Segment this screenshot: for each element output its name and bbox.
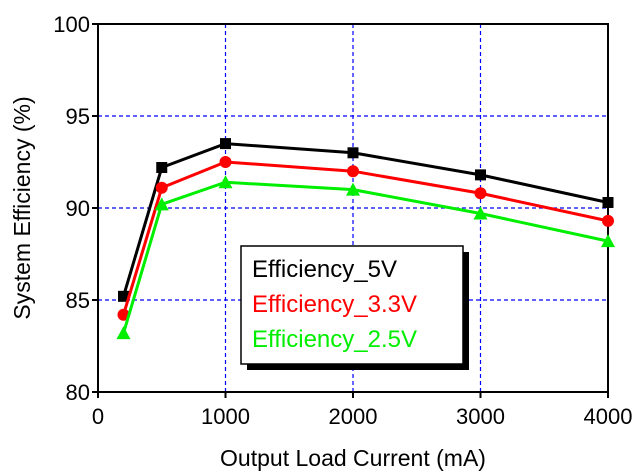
data-point: [347, 147, 359, 159]
data-point: [601, 234, 615, 248]
y-tick-label: 100: [53, 12, 90, 37]
data-point: [156, 162, 168, 174]
data-point: [155, 181, 168, 194]
data-point: [219, 156, 232, 168]
x-axis-label: Output Load Current (mA): [220, 445, 486, 471]
x-tick-label: 0: [92, 404, 104, 429]
x-tick-label: 2000: [329, 404, 378, 429]
series-line: [122, 180, 609, 334]
legend-box: [240, 245, 464, 365]
series-efficiency-3-3v: [117, 156, 614, 321]
data-point: [602, 214, 614, 227]
data-point: [602, 196, 614, 208]
data-point: [117, 308, 130, 321]
series-group: [116, 138, 615, 340]
y-tick-label: 80: [66, 380, 90, 405]
y-tick-label: 90: [66, 196, 90, 221]
data-point: [220, 138, 231, 150]
series-line: [122, 160, 609, 316]
y-tick-label: 95: [66, 104, 90, 129]
legend-entry: Efficiency_2.5V: [252, 326, 417, 353]
data-point: [154, 197, 169, 211]
series-line: [122, 142, 609, 297]
data-point: [218, 175, 233, 189]
y-axis-label: System Efficiency (%): [9, 96, 35, 319]
legend-entry: Efficiency_5V: [252, 256, 397, 283]
data-point: [346, 182, 360, 196]
series-efficiency-5v: [118, 138, 614, 302]
data-point: [118, 290, 129, 302]
legend-entry: Efficiency_3.3V: [252, 291, 417, 318]
data-point: [347, 165, 359, 178]
x-tick-label: 4000: [584, 404, 633, 429]
data-point: [475, 169, 486, 181]
legend: Efficiency_5V Efficiency_3.3V Efficiency_2…: [240, 245, 469, 370]
data-point: [473, 206, 488, 220]
x-tick-label: 3000: [456, 404, 505, 429]
y-tick-label: 85: [66, 288, 90, 313]
x-tick-label: 1000: [201, 404, 250, 429]
x-axis-ticks: 0 1000 2000 3000 4000: [92, 392, 633, 429]
series-efficiency-2-5v: [116, 175, 615, 340]
data-point: [116, 326, 131, 340]
data-point: [474, 187, 487, 200]
y-axis-ticks: 80 85 90 95 100: [53, 12, 98, 405]
